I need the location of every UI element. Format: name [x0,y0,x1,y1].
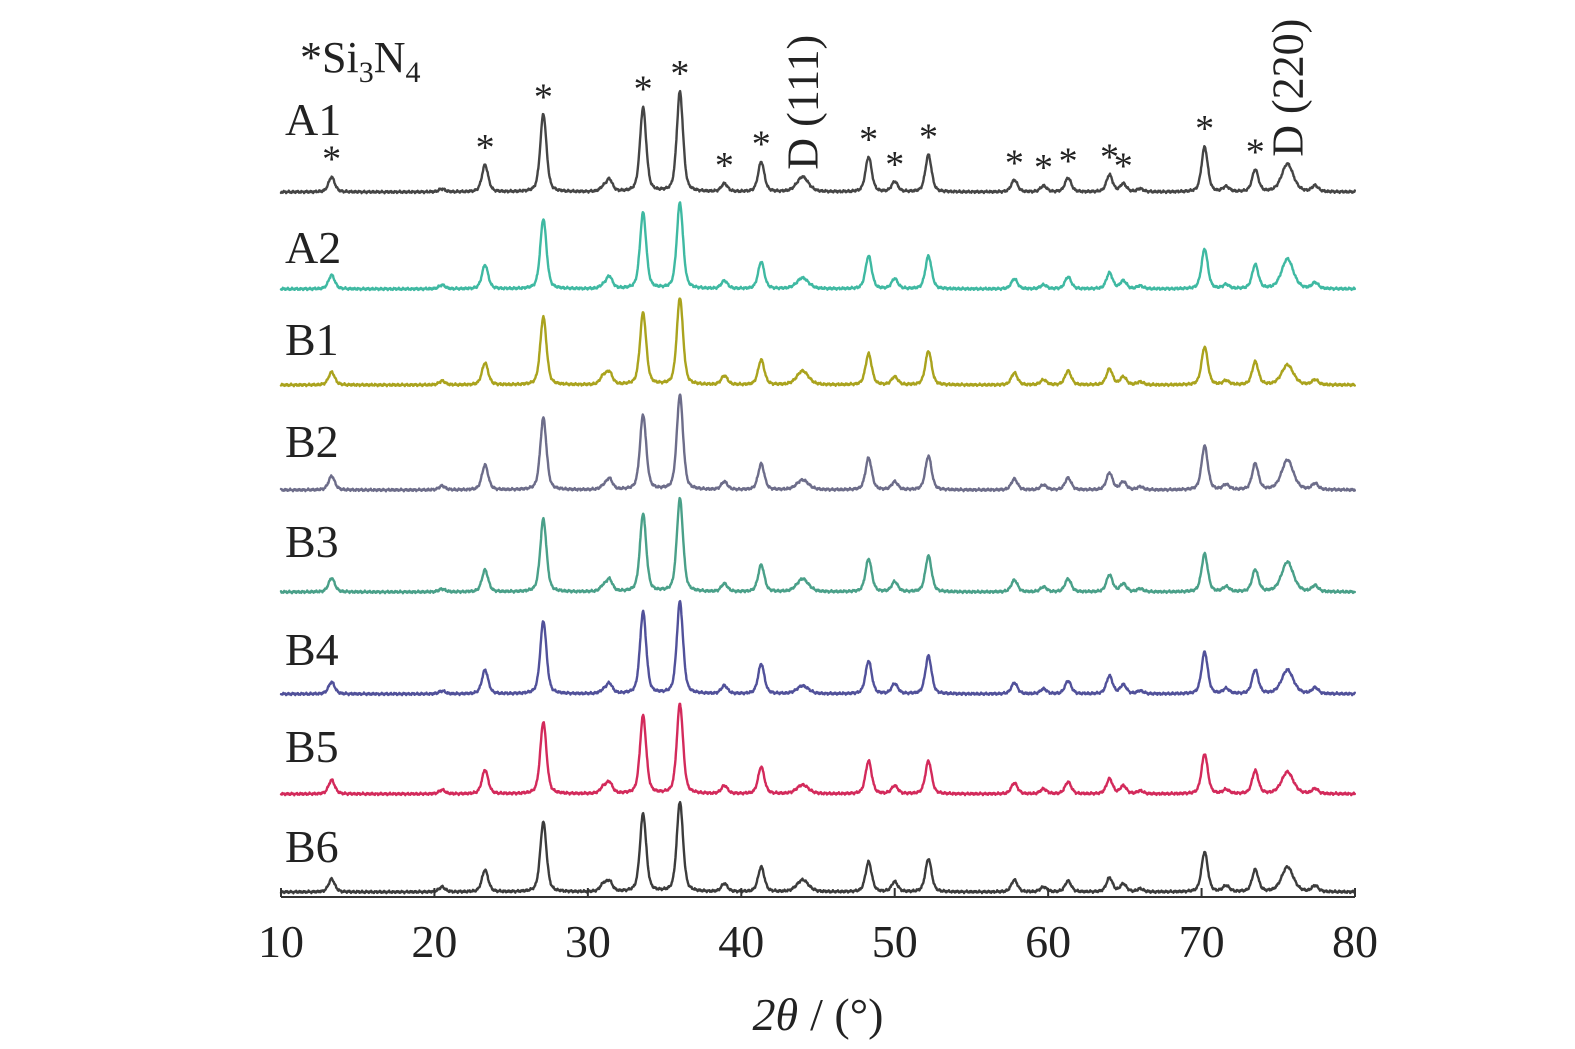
series-line-B1 [279,297,1356,388]
x-tick-label: 60 [1025,916,1071,967]
x-tick-label: 70 [1179,916,1225,967]
xrd-traces [279,89,1356,895]
x-axis: 10 20 30 40 50 60 70 80 [258,888,1378,967]
series-labels: A1 A2 B1 B2 B3 B4 B5 B6 [285,94,341,872]
series-label: B1 [285,314,339,365]
si3n4-peak-marker: * [1100,137,1119,179]
x-tick-label: 20 [411,916,457,967]
legend-subscript-4: 4 [405,56,420,89]
x-tick-label: 50 [872,916,918,967]
si3n4-peak-marker: * [715,145,734,187]
si3n4-peak-marker: * [1005,143,1024,185]
series-label: B2 [285,416,339,467]
legend-subscript-3: 3 [359,56,374,89]
diamond-peak-annotations: D (111) D (220) [779,19,1313,170]
legend: *Si3N4 [300,33,420,89]
si3n4-peak-marker: * [476,127,495,169]
series-line-B5 [279,702,1356,797]
si3n4-peak-marker: * [919,117,938,159]
series-label: B6 [285,821,339,872]
si3n4-peak-marker: * [634,68,653,110]
si3n4-peak-marker: * [1059,141,1078,183]
legend-marker: * [300,33,322,82]
x-tick-label: 80 [1332,916,1378,967]
series-line-A1 [279,89,1356,195]
si3n4-peak-marker: * [885,144,904,186]
series-line-B4 [279,600,1356,697]
si3n4-peak-marker: * [859,119,878,161]
si3n4-peak-marker: * [752,124,771,166]
si3n4-peak-marker: * [1195,108,1214,150]
si3n4-peak-marker: * [1034,147,1053,189]
x-tick-label: 10 [258,916,304,967]
si3n4-peak-marker: * [1114,146,1133,188]
x-axis-title: 2θ / (°) [753,989,884,1040]
si3n4-peak-marker: * [534,76,553,118]
series-line-A2 [279,201,1356,292]
series-line-B2 [279,393,1356,493]
series-label: B4 [285,624,339,675]
series-line-B6 [279,800,1356,895]
x-tick-label: 40 [718,916,764,967]
si3n4-peak-marker: * [670,53,689,95]
si3n4-peak-markers: * ** * *** **** * * **** [322,53,1265,189]
series-label: B5 [285,721,339,772]
series-line-B3 [279,496,1356,595]
x-tick-label: 30 [565,916,611,967]
si3n4-peak-marker: * [1246,132,1265,174]
diamond-peak-label: D (220) [1264,19,1313,157]
series-label: A2 [285,222,341,273]
si3n4-peak-marker: * [322,139,341,181]
legend-element-n: N [374,33,406,82]
series-label: B3 [285,516,339,567]
series-label: A1 [285,94,341,145]
x-axis-unit: / (°) [810,989,883,1040]
legend-element-si: Si [322,33,359,82]
diamond-peak-label: D (111) [779,35,828,170]
x-axis-symbol: 2θ [753,989,799,1040]
